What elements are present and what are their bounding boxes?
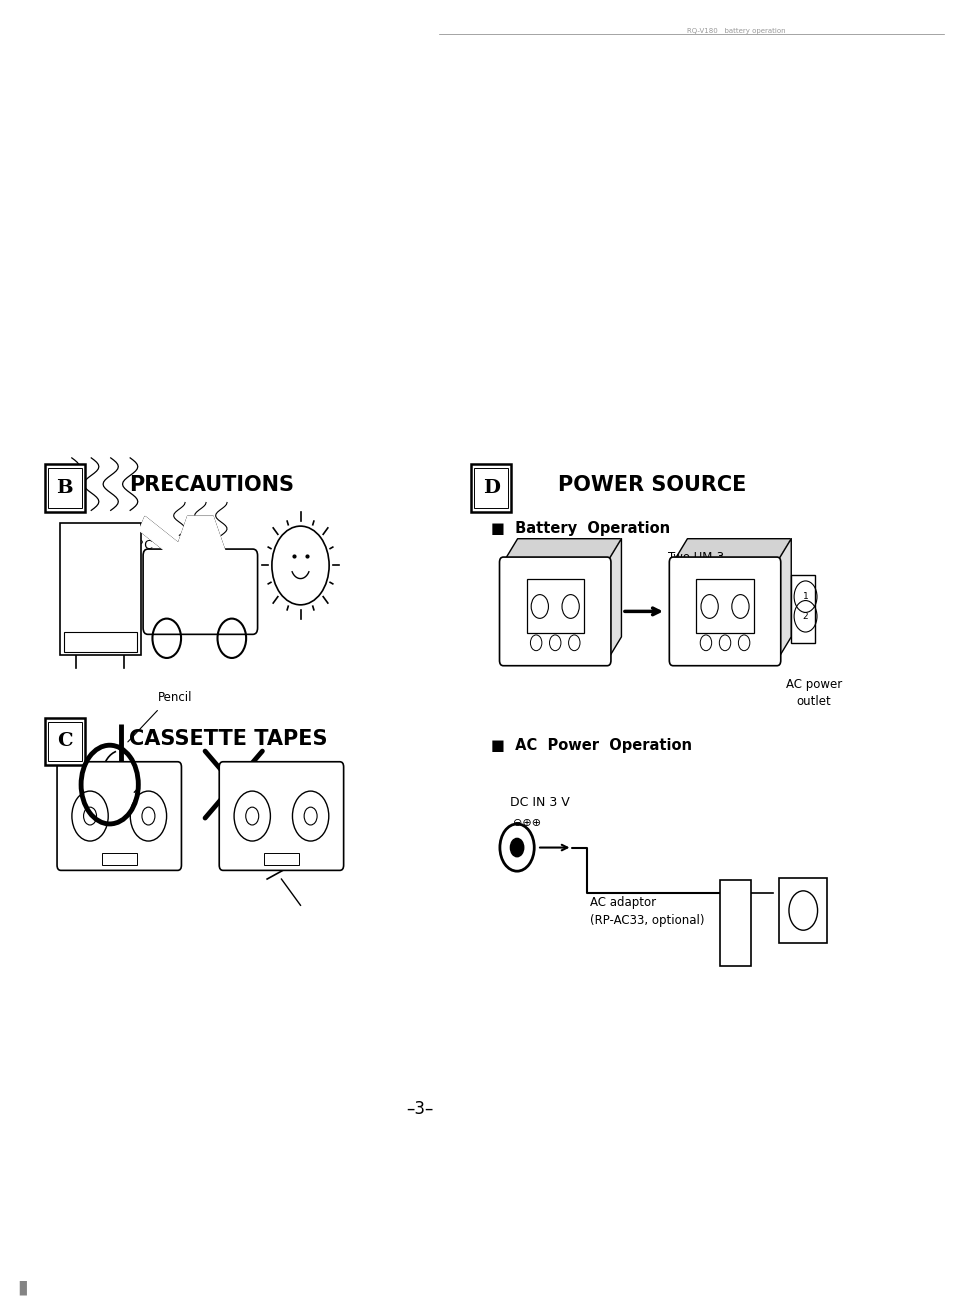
Circle shape xyxy=(510,838,523,857)
FancyBboxPatch shape xyxy=(471,464,511,512)
Text: Two UM-3,
"R6/LR6" batteries
(not included): Two UM-3, "R6/LR6" batteries (not includ… xyxy=(667,551,777,602)
Text: ■  Battery  Operation: ■ Battery Operation xyxy=(491,521,670,537)
Text: C: C xyxy=(57,732,72,750)
Polygon shape xyxy=(503,539,620,563)
Text: –3–: –3– xyxy=(406,1099,433,1118)
Text: POWER SOURCE: POWER SOURCE xyxy=(558,475,745,496)
FancyBboxPatch shape xyxy=(57,762,181,870)
Polygon shape xyxy=(673,539,790,563)
Bar xyxy=(696,580,753,634)
Text: CASSETTE TAPES: CASSETTE TAPES xyxy=(129,728,327,749)
Polygon shape xyxy=(606,539,620,660)
Text: Max. 40°C: Max. 40°C xyxy=(88,539,152,552)
FancyBboxPatch shape xyxy=(45,464,85,512)
FancyBboxPatch shape xyxy=(499,558,610,665)
Text: Pencil: Pencil xyxy=(157,691,192,705)
FancyBboxPatch shape xyxy=(779,878,826,943)
Text: RQ-V180   battery operation: RQ-V180 battery operation xyxy=(686,29,784,34)
Text: DC IN 3 V: DC IN 3 V xyxy=(510,796,570,810)
Bar xyxy=(102,853,136,865)
Text: ▮: ▮ xyxy=(17,1278,28,1296)
Text: 1: 1 xyxy=(801,592,807,601)
FancyBboxPatch shape xyxy=(474,468,508,508)
FancyBboxPatch shape xyxy=(48,468,82,508)
Text: B: B xyxy=(56,479,73,497)
Text: PRECAUTIONS: PRECAUTIONS xyxy=(129,475,294,496)
Bar xyxy=(264,853,298,865)
Bar xyxy=(526,580,583,634)
FancyBboxPatch shape xyxy=(48,722,82,761)
Polygon shape xyxy=(776,539,790,660)
Bar xyxy=(64,632,136,652)
Bar xyxy=(720,880,750,966)
Polygon shape xyxy=(173,516,226,556)
Text: ⊖⊕⊕: ⊖⊕⊕ xyxy=(513,817,540,828)
FancyBboxPatch shape xyxy=(143,548,257,634)
FancyBboxPatch shape xyxy=(219,762,343,870)
Text: AC adaptor
(RP-AC33, optional): AC adaptor (RP-AC33, optional) xyxy=(589,896,703,928)
Polygon shape xyxy=(139,517,194,569)
FancyBboxPatch shape xyxy=(45,718,85,765)
Text: ■  AC  Power  Operation: ■ AC Power Operation xyxy=(491,737,692,753)
FancyBboxPatch shape xyxy=(669,558,780,665)
Text: 2: 2 xyxy=(801,611,807,621)
FancyBboxPatch shape xyxy=(59,523,141,655)
Text: D: D xyxy=(482,479,499,497)
Bar xyxy=(790,575,814,643)
Text: AC power
outlet: AC power outlet xyxy=(785,678,841,708)
